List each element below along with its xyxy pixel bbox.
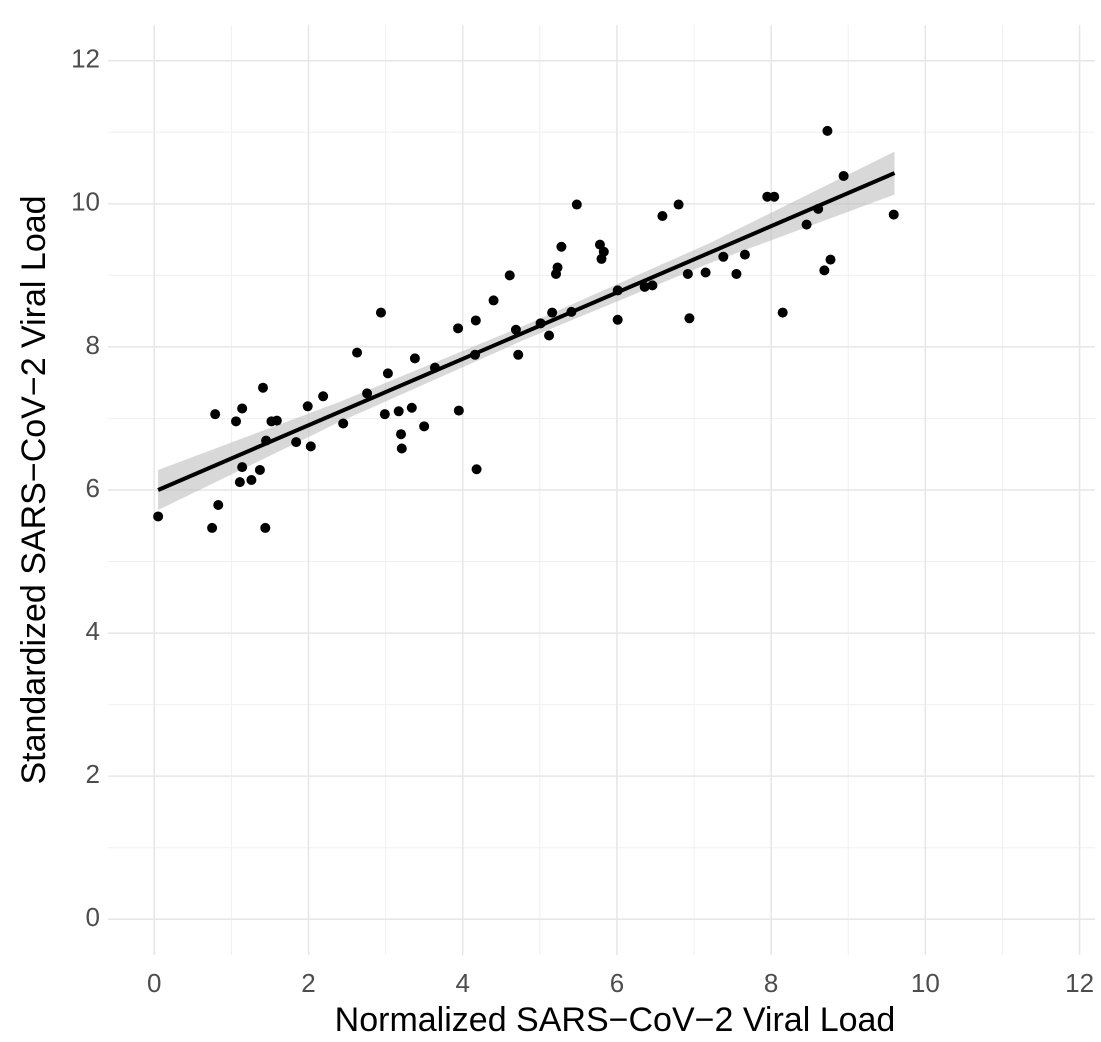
data-point [612, 314, 623, 325]
data-point [382, 368, 393, 379]
x-tick-label: 6 [610, 968, 624, 998]
data-point [305, 441, 316, 452]
y-tick-label: 0 [86, 902, 100, 932]
data-point [254, 464, 265, 475]
data-point [207, 522, 218, 533]
data-point [647, 280, 658, 291]
data-point [409, 353, 420, 364]
data-point [888, 209, 899, 220]
data-point [291, 437, 302, 448]
data-point [338, 418, 349, 429]
data-point [598, 246, 609, 257]
data-point [739, 249, 750, 260]
data-point [762, 191, 773, 202]
data-point [819, 265, 830, 276]
y-tick-label: 8 [86, 330, 100, 360]
data-point [547, 307, 558, 318]
x-axis-title: Normalized SARS−CoV−2 Viral Load [335, 1001, 896, 1039]
data-point [318, 391, 329, 402]
data-point [213, 500, 224, 511]
data-point [362, 388, 373, 399]
data-point [237, 462, 248, 473]
data-point [246, 474, 257, 485]
data-point [393, 406, 404, 417]
data-point [639, 281, 650, 292]
data-point [153, 511, 164, 522]
data-point [419, 421, 430, 432]
x-tick-label: 0 [147, 968, 161, 998]
data-point [571, 199, 582, 210]
data-point [544, 330, 555, 341]
data-point [260, 522, 271, 533]
data-point [271, 415, 282, 426]
data-point [510, 324, 521, 335]
data-point [513, 349, 524, 360]
y-tick-label: 2 [86, 759, 100, 789]
data-point [657, 211, 668, 222]
x-tick-label: 10 [911, 968, 940, 998]
data-point [731, 268, 742, 279]
data-point [718, 251, 729, 262]
data-point [801, 219, 812, 230]
data-point [552, 262, 563, 273]
data-point [453, 323, 464, 334]
data-point [838, 170, 849, 181]
data-point [406, 402, 417, 413]
data-point [777, 307, 788, 318]
data-point [471, 464, 482, 475]
data-point [822, 125, 833, 136]
data-point [210, 409, 221, 420]
x-tick-label: 8 [764, 968, 778, 998]
x-tick-label: 4 [455, 968, 469, 998]
data-point [504, 270, 515, 281]
data-point [231, 416, 242, 427]
data-point [673, 199, 684, 210]
data-point [375, 307, 386, 318]
y-axis-title: Standardized SARS−CoV−2 Viral Load [15, 195, 53, 784]
y-tick-label: 12 [71, 44, 100, 74]
data-point [470, 315, 481, 326]
data-point [700, 267, 711, 278]
data-point [556, 241, 567, 252]
data-point [769, 191, 780, 202]
data-point [684, 313, 695, 324]
data-point [453, 405, 464, 416]
data-point [682, 268, 693, 279]
data-point [352, 347, 363, 358]
data-point [825, 254, 836, 265]
y-tick-label: 10 [71, 187, 100, 217]
fit-line [157, 171, 896, 492]
data-point [396, 443, 407, 454]
data-point [379, 409, 390, 420]
data-point [237, 403, 248, 414]
y-tick-label: 4 [86, 616, 100, 646]
x-tick-label: 2 [301, 968, 315, 998]
data-point [488, 295, 499, 306]
y-tick-label: 6 [86, 473, 100, 503]
data-point [302, 401, 313, 412]
data-point [234, 477, 245, 488]
data-point [396, 429, 407, 440]
data-point [257, 382, 268, 393]
x-tick-label: 12 [1065, 968, 1094, 998]
